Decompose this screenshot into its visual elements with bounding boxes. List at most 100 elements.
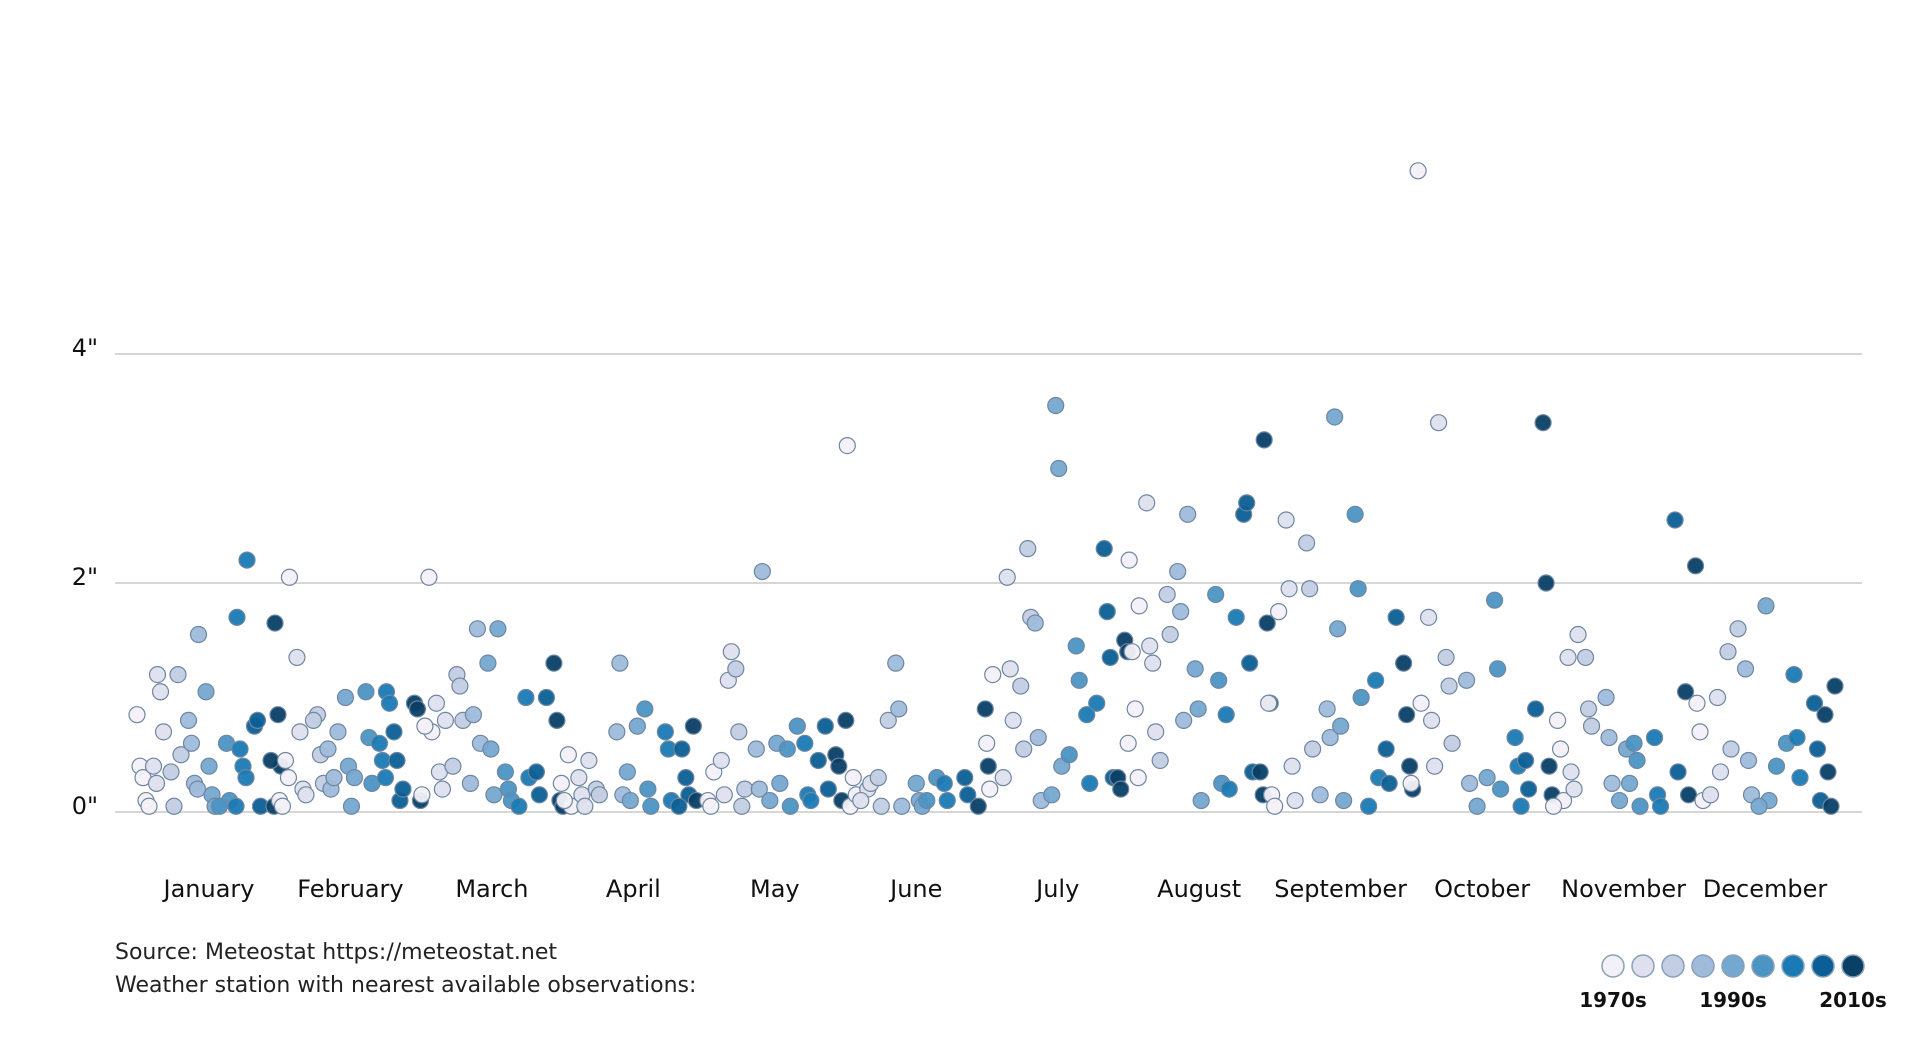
data-point	[887, 654, 905, 672]
data-point	[1286, 791, 1304, 810]
data-point	[1251, 763, 1269, 781]
data-point	[262, 751, 280, 770]
data-point	[1708, 688, 1727, 707]
data-point	[269, 706, 287, 724]
data-point	[1722, 740, 1740, 758]
data-point	[1151, 751, 1169, 770]
data-point	[1460, 774, 1479, 792]
data-point	[357, 683, 375, 701]
month-labels: January February March April May June July Augu…	[162, 875, 1828, 903]
data-point	[291, 723, 309, 741]
data-point	[1582, 717, 1601, 735]
data-point	[370, 734, 389, 752]
data-point	[517, 688, 535, 707]
data-point	[984, 665, 1002, 684]
data-point	[1739, 751, 1758, 770]
data-point	[733, 797, 751, 815]
data-point	[1625, 734, 1643, 752]
data-point	[485, 786, 503, 804]
data-point	[938, 791, 956, 810]
data-point	[279, 769, 298, 787]
data-point	[1819, 763, 1837, 781]
data-point	[590, 786, 608, 804]
data-point	[956, 769, 974, 787]
data-point	[1081, 774, 1099, 792]
data-point	[1227, 608, 1245, 626]
data-point	[1597, 688, 1615, 707]
data-point	[1169, 562, 1187, 581]
data-point	[373, 751, 392, 770]
data-point	[1123, 643, 1141, 661]
data-point	[1785, 665, 1803, 684]
data-point	[981, 780, 999, 798]
data-point	[816, 717, 834, 735]
data-point	[1179, 505, 1197, 523]
data-point	[730, 723, 748, 741]
data-point	[468, 620, 487, 638]
data-point	[1043, 786, 1061, 804]
data-point	[1526, 700, 1545, 718]
data-point	[1088, 694, 1106, 712]
month-label: September	[1274, 875, 1407, 903]
data-point	[890, 700, 908, 718]
data-point	[479, 654, 497, 672]
data-point	[1241, 654, 1259, 672]
data-point	[1270, 603, 1288, 621]
data-point	[413, 786, 431, 804]
data-point	[388, 751, 406, 770]
data-point	[1822, 797, 1840, 815]
data-point	[1138, 494, 1156, 512]
data-point	[844, 769, 862, 787]
data-point	[628, 717, 646, 735]
data-point	[1750, 797, 1768, 815]
data-point	[998, 568, 1016, 586]
data-point	[482, 740, 500, 758]
data-point	[1321, 728, 1339, 747]
data-point	[266, 614, 284, 632]
data-point	[1387, 608, 1405, 626]
data-point	[336, 688, 355, 707]
data-point	[1266, 797, 1284, 815]
data-point	[677, 769, 695, 787]
data-point	[722, 643, 740, 661]
data-point	[182, 734, 201, 752]
data-point	[231, 740, 249, 758]
data-point	[1805, 694, 1824, 712]
data-point	[802, 791, 820, 810]
data-point	[736, 780, 754, 798]
data-point	[1277, 511, 1295, 529]
data-point	[151, 683, 170, 701]
data-point	[852, 791, 870, 810]
data-point	[1189, 700, 1207, 718]
data-point	[1172, 603, 1190, 621]
data-point	[1004, 711, 1022, 730]
y-tick-label: 4"	[72, 334, 98, 362]
data-point	[639, 780, 657, 798]
data-point	[1429, 414, 1448, 432]
data-point	[1210, 671, 1228, 689]
data-point	[1398, 706, 1416, 724]
data-point	[1540, 757, 1558, 775]
data-point	[879, 711, 897, 730]
month-label: August	[1157, 875, 1241, 903]
month-label: December	[1703, 875, 1828, 903]
data-point	[976, 700, 994, 718]
data-point	[788, 717, 806, 735]
data-point	[420, 568, 438, 586]
data-point	[189, 625, 208, 644]
data-point	[1506, 728, 1524, 747]
data-point	[394, 780, 412, 798]
data-point	[188, 780, 207, 798]
data-point	[830, 757, 848, 775]
data-point	[1050, 459, 1068, 478]
data-point	[342, 797, 361, 815]
data-point	[548, 711, 566, 730]
data-point	[1651, 797, 1670, 815]
data-point	[621, 791, 639, 810]
data-point	[1559, 648, 1577, 667]
data-point	[1001, 660, 1019, 678]
data-point	[1412, 694, 1430, 712]
data-point	[1255, 431, 1273, 449]
data-point	[1826, 677, 1844, 695]
data-point	[172, 746, 190, 764]
